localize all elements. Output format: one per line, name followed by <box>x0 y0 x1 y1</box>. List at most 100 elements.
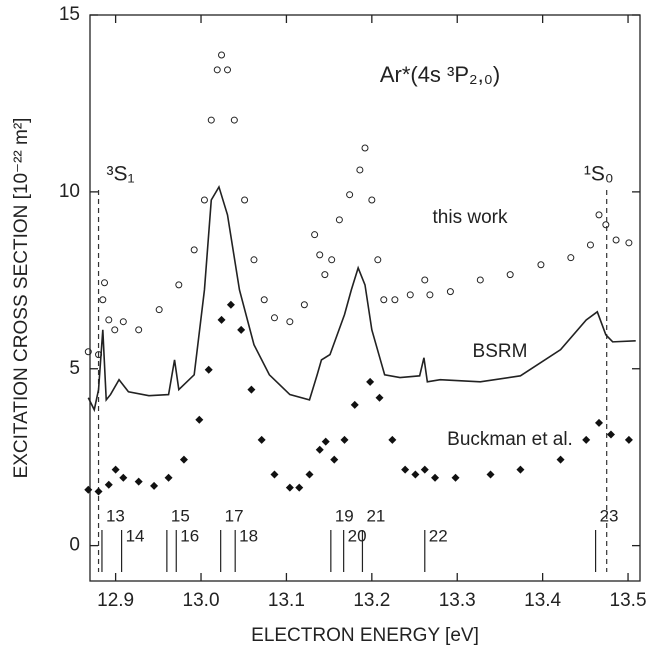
data-point <box>446 288 454 296</box>
data-point <box>516 465 525 474</box>
data-point <box>213 66 221 74</box>
resonance-label: 16 <box>180 526 199 545</box>
data-point <box>316 251 324 259</box>
data-point <box>350 400 359 409</box>
data-point <box>537 261 545 269</box>
data-point <box>335 216 343 224</box>
data-point <box>84 485 93 494</box>
data-point <box>237 325 246 334</box>
chart-title: Ar*(4s ³P₂,₀) <box>380 62 500 87</box>
resonance-label: 22 <box>429 526 448 545</box>
resonance-label: 13 <box>106 506 125 525</box>
x-tick-label: 13.2 <box>353 590 390 611</box>
resonance-label: 14 <box>126 526 145 545</box>
data-point <box>241 196 249 204</box>
data-point <box>204 365 213 374</box>
resonance-label: 21 <box>366 506 385 525</box>
threshold-label: ¹S₀ <box>584 163 614 186</box>
data-point <box>411 470 420 479</box>
data-point <box>476 276 484 284</box>
data-point <box>426 291 434 299</box>
data-point <box>431 473 440 482</box>
data-point <box>134 477 143 486</box>
data-point <box>368 196 376 204</box>
data-point <box>374 256 382 264</box>
x-tick-label: 13.1 <box>268 590 305 611</box>
data-point <box>421 276 429 284</box>
resonance-label: 19 <box>335 506 354 525</box>
data-point <box>567 254 575 262</box>
resonance-label: 17 <box>225 506 244 525</box>
data-point <box>624 435 633 444</box>
data-point <box>94 487 103 496</box>
data-point <box>260 296 268 304</box>
x-tick-label: 13.0 <box>183 590 220 611</box>
data-point <box>175 281 183 289</box>
data-point <box>311 231 319 239</box>
data-point <box>595 418 604 427</box>
data-point <box>486 470 495 479</box>
series-label: BSRM <box>473 341 528 362</box>
data-point <box>104 480 113 489</box>
y-tick-label: 15 <box>59 4 80 25</box>
x-tick-label: 13.5 <box>610 590 647 611</box>
data-point <box>625 239 633 247</box>
data-point <box>420 465 429 474</box>
x-axis-label: ELECTRON ENERGY [eV] <box>251 625 479 646</box>
data-point <box>179 455 188 464</box>
data-point <box>270 314 278 322</box>
data-point <box>406 291 414 299</box>
x-tick-label: 13.3 <box>439 590 476 611</box>
data-point <box>111 326 119 334</box>
data-point <box>582 435 591 444</box>
data-point <box>328 256 336 264</box>
data-point <box>361 144 369 152</box>
data-point <box>595 211 603 219</box>
data-point <box>155 306 163 314</box>
data-point <box>401 465 410 474</box>
data-point <box>300 301 308 309</box>
data-point <box>340 435 349 444</box>
data-point <box>105 316 113 324</box>
data-point <box>375 393 384 402</box>
y-axis-label: EXCITATION CROSS SECTION [10⁻²² m²] <box>11 118 32 479</box>
data-point <box>295 483 304 492</box>
data-point <box>270 470 279 479</box>
y-tick-label: 5 <box>69 358 80 379</box>
data-point <box>366 377 375 386</box>
data-point <box>286 318 294 326</box>
y-tick-label: 10 <box>59 181 80 202</box>
data-point <box>356 166 364 174</box>
data-point <box>150 481 159 490</box>
data-point <box>224 66 231 74</box>
data-point <box>84 348 92 356</box>
data-point <box>207 116 215 124</box>
data-point <box>321 437 330 446</box>
data-point <box>226 300 235 309</box>
data-point <box>330 455 339 464</box>
data-point <box>111 465 120 474</box>
data-point <box>602 221 610 229</box>
data-point <box>190 246 198 254</box>
series-label: this work <box>433 207 508 228</box>
data-point <box>506 271 514 279</box>
data-point <box>305 470 314 479</box>
resonance-label: 18 <box>239 526 258 545</box>
data-point <box>586 241 594 249</box>
x-tick-label: 13.4 <box>524 590 561 611</box>
data-point <box>218 51 226 59</box>
data-point <box>101 279 109 287</box>
data-point <box>119 318 127 326</box>
data-point <box>257 435 266 444</box>
data-point <box>451 473 460 482</box>
data-point <box>321 271 329 279</box>
data-point <box>247 385 256 394</box>
data-point <box>250 256 258 264</box>
data-point <box>164 473 173 482</box>
data-point <box>556 455 565 464</box>
data-point <box>346 191 354 199</box>
data-line <box>87 184 636 413</box>
threshold-label: ³S₁ <box>107 163 135 186</box>
y-tick-label: 0 <box>69 535 80 556</box>
data-point <box>200 196 208 204</box>
